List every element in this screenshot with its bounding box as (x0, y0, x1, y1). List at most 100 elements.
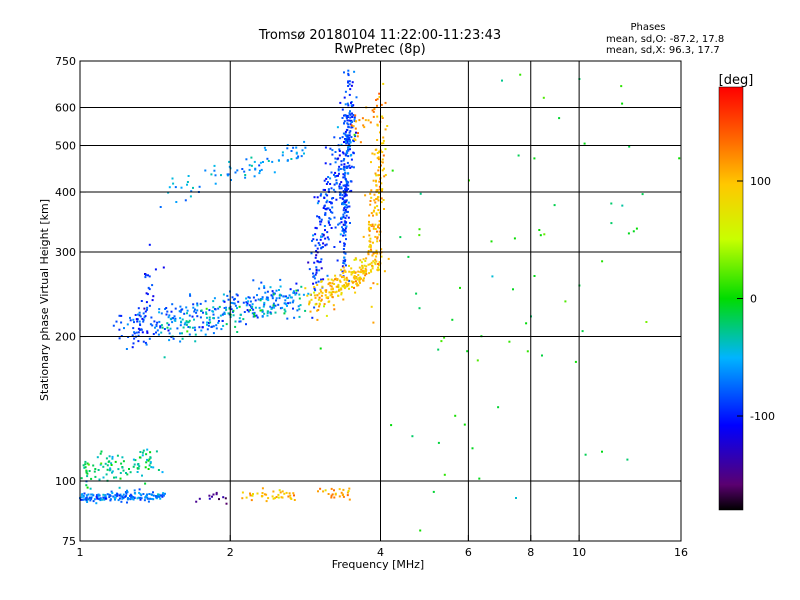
data-point (328, 223, 331, 226)
data-point (293, 494, 295, 497)
data-point (343, 221, 346, 224)
data-point (344, 90, 347, 93)
data-point (321, 285, 324, 288)
data-point (142, 449, 145, 452)
data-point (310, 252, 313, 255)
data-point (108, 469, 111, 472)
data-point (371, 109, 374, 112)
data-point (364, 194, 367, 197)
data-point (341, 202, 344, 204)
data-point (89, 499, 92, 502)
data-point (222, 293, 225, 296)
data-point (363, 126, 366, 129)
data-point (314, 256, 317, 259)
data-point (391, 169, 394, 172)
data-point (228, 160, 231, 163)
data-point (372, 110, 375, 113)
data-point (334, 157, 337, 160)
data-point (141, 317, 144, 320)
data-point (335, 179, 338, 182)
data-point (212, 313, 215, 316)
data-point (347, 74, 350, 77)
data-point (338, 165, 341, 168)
data-point (351, 105, 353, 108)
data-point (365, 257, 368, 260)
data-point (350, 124, 353, 127)
data-point (627, 232, 630, 235)
data-point (324, 146, 327, 149)
data-point (261, 492, 264, 494)
data-point (384, 128, 387, 131)
data-point (292, 146, 295, 149)
data-point (295, 289, 298, 292)
data-point (376, 230, 378, 233)
data-point (204, 169, 207, 172)
data-point (109, 467, 112, 470)
phases-x-stats: mean, sd,X: 96.3, 17.7 (606, 45, 720, 56)
data-point (139, 315, 142, 318)
data-point (342, 173, 345, 176)
data-point (90, 496, 93, 499)
data-point (337, 157, 340, 160)
data-point (364, 274, 367, 277)
data-point (368, 272, 371, 275)
data-point (337, 294, 340, 297)
data-point (340, 491, 343, 494)
data-point (292, 290, 295, 293)
data-point (343, 71, 345, 74)
data-point (118, 497, 121, 500)
data-point (337, 283, 340, 286)
data-point (346, 119, 349, 122)
data-point (377, 174, 380, 177)
data-point (350, 153, 353, 156)
data-point (208, 497, 211, 500)
data-point (188, 319, 191, 322)
data-point (212, 325, 215, 328)
data-point (320, 294, 323, 297)
data-point (350, 273, 353, 276)
data-point (517, 154, 520, 157)
data-point (185, 323, 188, 326)
data-point (454, 414, 457, 417)
data-point (380, 201, 383, 204)
data-point (134, 459, 137, 462)
data-point (174, 307, 177, 310)
data-point (217, 316, 220, 319)
data-point (381, 188, 384, 191)
data-point (144, 274, 147, 277)
data-point (341, 229, 344, 232)
data-point (343, 251, 346, 254)
data-point (343, 211, 346, 214)
data-point (313, 286, 316, 289)
data-point (348, 270, 351, 273)
data-point (258, 287, 261, 290)
data-point (333, 216, 336, 219)
data-point (345, 199, 348, 202)
data-point (343, 244, 346, 247)
data-point (374, 206, 376, 209)
data-point (238, 320, 241, 323)
data-point (296, 289, 299, 292)
data-point (353, 258, 356, 261)
data-point (261, 296, 264, 299)
data-point (238, 305, 241, 308)
data-point (336, 279, 339, 281)
data-point (133, 337, 136, 340)
data-point (340, 163, 343, 166)
data-point (370, 305, 373, 308)
data-point (178, 310, 181, 313)
data-point (340, 186, 343, 189)
data-point (242, 301, 245, 304)
data-point (318, 305, 321, 308)
data-point (311, 316, 314, 319)
data-point (189, 195, 192, 198)
data-point (118, 486, 121, 489)
data-point (226, 173, 229, 176)
data-point (250, 499, 253, 502)
data-point (149, 461, 152, 464)
data-point (378, 150, 381, 153)
data-point (231, 310, 234, 313)
data-point (340, 216, 343, 219)
data-point (339, 274, 342, 277)
data-point (376, 104, 378, 107)
